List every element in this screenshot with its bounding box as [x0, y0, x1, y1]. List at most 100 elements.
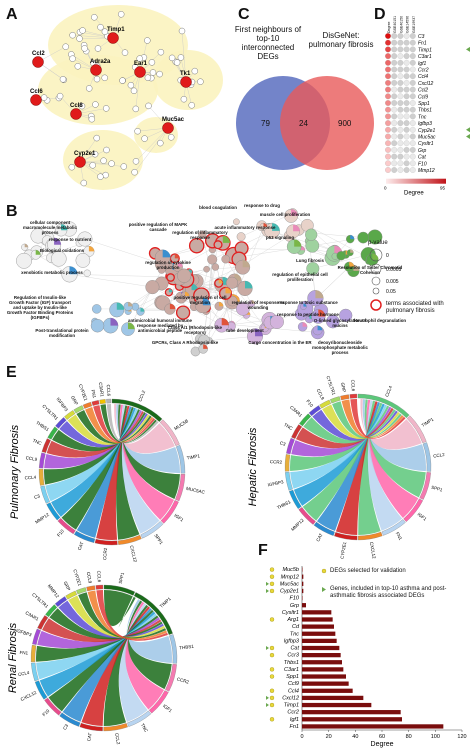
degree-dot [385, 40, 391, 46]
gene-node [120, 78, 126, 84]
gene-node [149, 59, 155, 65]
degree-bar [302, 596, 303, 600]
presence-dot [391, 67, 397, 73]
panel-c-venn: First neighbours of top-10 interconnecte… [235, 25, 375, 195]
matrix-gene-label: Ccl9 [418, 94, 428, 100]
chord-gene-label: CYSLTR1 [41, 404, 59, 422]
presence-dot [410, 114, 416, 120]
degree-dot [385, 140, 391, 146]
colorbar-max: 95 [440, 186, 446, 191]
chord-gene-label: IGF1 [417, 512, 428, 522]
enrichment-term-label: regulation of cytokine production [134, 260, 202, 290]
validation-marker [270, 703, 274, 707]
chord-gene-label: MUC5AC [186, 486, 206, 495]
x-axis-label: Degree [371, 741, 394, 748]
hub-gene-label: Cyp2e1 [74, 151, 96, 157]
degree-bar [302, 603, 306, 607]
chord-gene-label: CYP2E1 [339, 541, 347, 559]
gene-node [197, 79, 203, 85]
chord-gene-label: C3 [279, 440, 286, 447]
term-pie-slice [117, 303, 124, 310]
bar-gene-label: Cxcl12 [282, 695, 299, 701]
chord-gene-label: CYP2E1 [72, 569, 82, 587]
x-tick-label: 80 [406, 734, 412, 740]
matrix-gene-label: Fn1 [418, 41, 427, 47]
degree-bar [302, 710, 401, 714]
chord-gene-label: TIMP1 [159, 596, 173, 609]
chord-arc [106, 399, 111, 403]
degree-bar [302, 667, 343, 671]
gene-node [90, 162, 96, 168]
matrix-gene-label: Cat [418, 155, 426, 161]
presence-dot [391, 107, 397, 113]
matrix-gene-label: C3 [418, 34, 425, 40]
hub-gene-label: Adra2a [90, 59, 111, 65]
pvalue-legend-title: p-value [368, 240, 388, 247]
presence-dot [404, 94, 410, 100]
validation-marker [270, 646, 274, 650]
chord-gene-label: CXCL12 [369, 541, 377, 559]
matrix-gene-label: Tnc [418, 114, 427, 120]
enrichment-term-node [212, 264, 219, 271]
gene-node [98, 24, 104, 30]
validation-marker [270, 568, 274, 572]
presence-dot [398, 60, 404, 66]
gene-node [97, 174, 103, 180]
degree-bar [302, 610, 331, 614]
presence-dot [404, 60, 410, 66]
degree-bar [302, 682, 349, 686]
presence-dot [398, 40, 404, 46]
venn-right-circle [280, 76, 374, 170]
red-ring-legend-label: terms associated with pulmonary fibrosis [386, 301, 464, 315]
top10-marker [266, 703, 269, 707]
presence-dot [391, 87, 397, 93]
gene-node [122, 50, 128, 56]
bar-gene-label: Igfbp3 [284, 638, 300, 644]
legend-top10-marker [322, 587, 326, 592]
bar-gene-label: Muc5ac [280, 581, 300, 587]
chord-gene-label: CCL6 [106, 384, 112, 396]
gene-node [146, 103, 152, 109]
chord-gene-label: C3 [62, 723, 69, 731]
gene-node [158, 49, 164, 55]
degree-dot [385, 147, 391, 153]
chord-gene-label: CCR2 [270, 459, 283, 465]
presence-dot [404, 161, 410, 167]
chord-gene-label: MUC5B [173, 418, 189, 431]
gene-node [94, 76, 100, 82]
venn-right-count: 900 [338, 119, 352, 128]
degree-bar [302, 674, 346, 678]
degree-dot [385, 120, 391, 126]
chord-gene-label: CCL2 [114, 733, 121, 746]
degree-bar [302, 703, 371, 707]
x-tick-label: 100 [431, 734, 440, 740]
gene-node [70, 32, 76, 38]
presence-dot [404, 140, 410, 146]
validation-marker [270, 575, 274, 579]
presence-dot [410, 60, 416, 66]
bar-gene-label: Ccr2 [287, 710, 299, 716]
presence-dot [398, 134, 404, 140]
enrichment-term-label: Post-translational protein modification [28, 328, 96, 358]
venn-diagram: 79 24 900 [235, 25, 375, 195]
degree-bar [302, 717, 402, 721]
panel-label-c: C [238, 6, 250, 24]
chord-gene-label: GRP [63, 581, 72, 592]
presence-dot [398, 127, 404, 133]
validation-marker [270, 582, 274, 586]
chord-gene-label: THBS1 [276, 499, 292, 510]
presence-dot [404, 107, 410, 113]
presence-dot [391, 80, 397, 86]
presence-dot [404, 100, 410, 106]
chord-gene-label: CCL9 [86, 571, 93, 584]
gene-node [179, 28, 185, 34]
enrichment-term-label: Regulation of Insulin-like Growth Factor… [6, 295, 74, 325]
presence-dot [391, 47, 397, 53]
colorbar-title: Degree [404, 191, 424, 197]
bar-gene-label: Cyp2e1 [280, 589, 299, 595]
chord-gene-label: MMP12 [47, 583, 61, 599]
presence-dot [404, 154, 410, 160]
gene-node [157, 71, 163, 77]
